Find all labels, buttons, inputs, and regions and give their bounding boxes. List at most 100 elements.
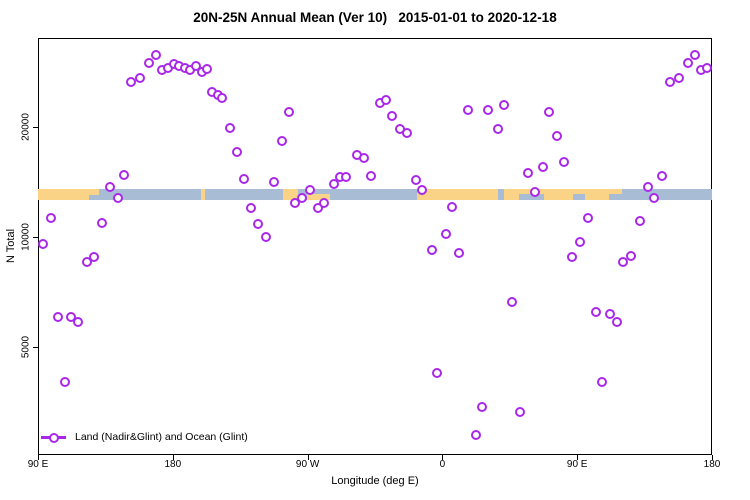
y-tick-label: 20000 bbox=[20, 113, 32, 141]
data-point bbox=[575, 236, 586, 247]
data-point bbox=[656, 170, 667, 181]
data-point bbox=[53, 312, 64, 322]
data-point bbox=[328, 179, 339, 190]
data-point bbox=[231, 147, 242, 158]
data-point bbox=[276, 136, 287, 146]
data-point bbox=[191, 60, 201, 71]
data-point bbox=[340, 172, 351, 183]
data-point bbox=[537, 161, 548, 172]
data-point bbox=[664, 76, 675, 87]
map-strip-ocean-notch bbox=[572, 193, 585, 200]
data-point bbox=[625, 251, 636, 262]
data-point bbox=[358, 153, 369, 163]
x-tick-label: 90 E bbox=[27, 459, 49, 470]
y-tick bbox=[33, 346, 38, 348]
data-point bbox=[432, 367, 442, 378]
x-tick-label: 180 bbox=[164, 459, 182, 470]
data-point bbox=[482, 104, 493, 115]
legend-label: Land (Nadir&Glint) and Ocean (Glint) bbox=[75, 431, 248, 443]
data-point bbox=[304, 184, 315, 195]
x-tick bbox=[442, 455, 444, 460]
data-point bbox=[268, 177, 279, 188]
data-point bbox=[648, 192, 659, 203]
data-point bbox=[118, 170, 129, 180]
data-point bbox=[522, 167, 533, 178]
map-strip-ocean-notch bbox=[518, 193, 545, 200]
data-point bbox=[319, 197, 330, 208]
data-point bbox=[37, 238, 48, 249]
data-point bbox=[238, 174, 249, 185]
data-point bbox=[126, 76, 136, 87]
y-tick-label: 5000 bbox=[20, 335, 32, 359]
data-point bbox=[96, 218, 107, 229]
data-point bbox=[446, 202, 457, 212]
data-point bbox=[596, 377, 607, 387]
chart-title: 20N-25N Annual Mean (Ver 10) 2015-01-01 … bbox=[193, 10, 557, 25]
data-point bbox=[112, 192, 123, 203]
data-point bbox=[507, 296, 518, 307]
data-point bbox=[689, 50, 700, 61]
map-strip-land-segment bbox=[306, 193, 331, 200]
data-point bbox=[365, 170, 376, 181]
data-point bbox=[682, 58, 693, 69]
data-point bbox=[529, 186, 540, 197]
data-point bbox=[701, 62, 712, 73]
x-tick bbox=[38, 455, 39, 460]
data-point bbox=[253, 219, 264, 230]
data-point bbox=[417, 184, 428, 195]
map-strip-land-segment bbox=[201, 189, 205, 200]
data-point bbox=[297, 192, 308, 203]
data-point bbox=[72, 316, 83, 327]
map-strip-land-segment bbox=[503, 189, 623, 200]
x-tick bbox=[172, 455, 174, 460]
data-point bbox=[260, 232, 271, 242]
data-point bbox=[514, 406, 525, 417]
data-point bbox=[284, 106, 295, 117]
data-point bbox=[380, 95, 391, 105]
map-strip-land-segment bbox=[88, 189, 100, 196]
data-point bbox=[567, 252, 578, 263]
data-point bbox=[440, 229, 451, 239]
map-strip-land-segment bbox=[38, 189, 89, 200]
data-point bbox=[617, 257, 628, 268]
data-point bbox=[313, 203, 324, 214]
y-tick-label: 10000 bbox=[20, 223, 32, 251]
data-point bbox=[590, 306, 601, 317]
data-point bbox=[611, 316, 622, 327]
data-point bbox=[476, 401, 487, 412]
x-tick bbox=[712, 455, 713, 460]
data-point bbox=[46, 213, 57, 224]
data-point bbox=[605, 308, 615, 319]
data-point bbox=[498, 99, 509, 110]
data-point bbox=[89, 252, 100, 263]
data-point bbox=[453, 248, 464, 259]
data-point bbox=[642, 182, 653, 193]
data-point bbox=[216, 93, 227, 103]
y-tick bbox=[33, 127, 38, 128]
y-tick bbox=[33, 237, 38, 238]
data-point bbox=[290, 197, 301, 208]
data-point bbox=[673, 73, 684, 84]
data-point bbox=[582, 213, 593, 224]
x-tick-label: 180 bbox=[703, 459, 721, 470]
data-point bbox=[134, 73, 145, 84]
data-point bbox=[551, 130, 562, 141]
x-tick bbox=[307, 455, 309, 460]
data-point bbox=[151, 50, 162, 61]
data-point bbox=[462, 104, 473, 115]
x-tick bbox=[577, 455, 579, 460]
data-point bbox=[81, 257, 92, 268]
data-point bbox=[634, 215, 645, 226]
x-tick-label: 90 W bbox=[295, 459, 320, 470]
data-point bbox=[386, 110, 397, 121]
data-point bbox=[492, 124, 503, 135]
data-point bbox=[401, 127, 412, 138]
map-strip-land-segment bbox=[282, 189, 298, 200]
data-point bbox=[59, 377, 70, 387]
map-strip-ocean-base bbox=[38, 189, 712, 200]
data-point bbox=[225, 122, 235, 133]
data-point bbox=[411, 174, 422, 185]
data-point bbox=[143, 58, 154, 69]
data-point bbox=[105, 182, 116, 193]
